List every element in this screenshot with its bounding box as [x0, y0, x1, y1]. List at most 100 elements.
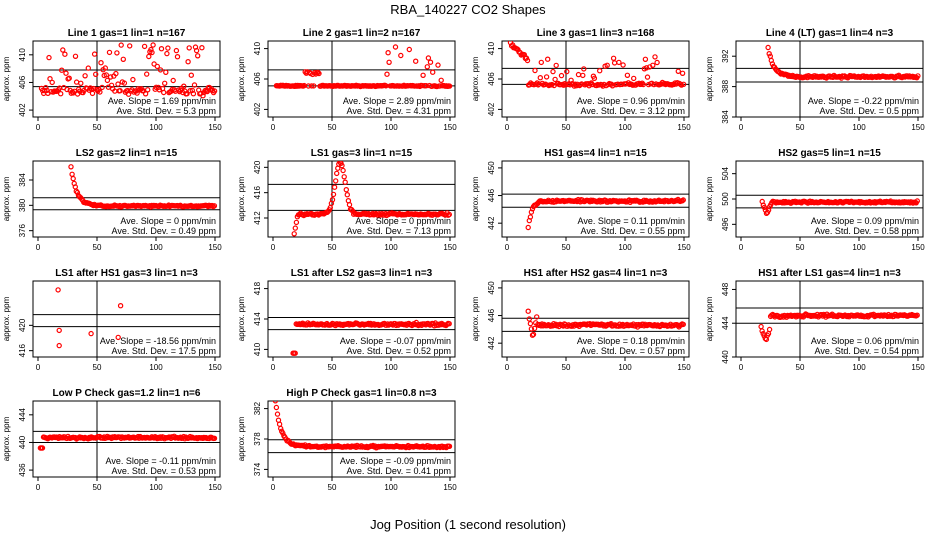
data-point [610, 55, 617, 62]
data-point [188, 72, 194, 78]
panel-10: LS1 after LS2 gas=3 lin=1 n=3 approx. ppm… [237, 268, 457, 372]
x-tick-label: 100 [384, 123, 398, 132]
y-tick-label: 410 [18, 48, 27, 62]
data-point [150, 42, 156, 48]
y-tick-label: 410 [253, 342, 262, 356]
slope-annotation: Ave. Slope = -18.56 ppm/min [100, 336, 216, 346]
data-point [70, 175, 76, 182]
slope-annotation: Ave. Slope = 1.69 ppm/min [108, 96, 216, 106]
slope-annotation: Ave. Slope = 0 ppm/min [120, 216, 216, 226]
data-point [100, 435, 106, 441]
panel-y-axis-label: approx. ppm [471, 296, 480, 341]
data-point [64, 86, 70, 93]
x-tick-label: 150 [443, 363, 457, 372]
stddev-annotation: Ave. Std. Dev. = 0.53 ppm [112, 466, 216, 476]
data-point [644, 74, 651, 80]
data-point [643, 65, 650, 71]
data-point [102, 65, 109, 71]
x-tick-label: 150 [443, 483, 457, 492]
panel-title: HS1 gas=4 lin=1 n=15 [544, 148, 647, 159]
data-point [316, 70, 322, 77]
x-tick-label: 150 [208, 483, 222, 492]
x-tick-label: 150 [208, 123, 222, 132]
y-tick-label: 402 [487, 102, 496, 116]
data-point [211, 203, 218, 209]
slope-annotation: Ave. Slope = 0.11 ppm/min [578, 216, 685, 226]
data-point [430, 69, 436, 75]
data-point [553, 62, 559, 69]
data-point [272, 401, 279, 404]
plot-frame [501, 160, 690, 238]
data-point [92, 71, 99, 78]
data-point [334, 170, 340, 177]
data-point [62, 51, 68, 57]
x-tick-label: 50 [93, 363, 102, 372]
x-tick-label: 50 [796, 123, 805, 132]
data-point [200, 92, 206, 99]
panel-13: Low P Check gas=1.2 lin=1 n=6 approx. ppm… [2, 388, 222, 492]
data-point [193, 47, 200, 54]
x-tick-label: 0 [271, 243, 276, 252]
data-point [552, 76, 558, 83]
x-tick-label: 50 [93, 243, 102, 252]
data-point [761, 204, 768, 211]
data-point [292, 350, 298, 356]
x-tick-label: 0 [36, 483, 41, 492]
panel-title: Low P Check gas=1.2 lin=1 n=6 [53, 388, 201, 399]
stddev-annotation: Ave. Std. Dev. = 0.49 ppm [112, 226, 216, 236]
slope-annotation: Ave. Slope = 0.18 ppm/min [577, 336, 685, 346]
x-tick-label: 50 [93, 483, 102, 492]
x-tick-label: 150 [911, 123, 925, 132]
data-point [531, 325, 538, 332]
data-point [278, 425, 284, 432]
data-point [173, 47, 180, 54]
x-tick-label: 0 [739, 243, 744, 252]
panel-3: Line 3 gas=1 lin=3 n=168 approx. ppm 0 50 10… [471, 28, 691, 132]
plot-frame [735, 280, 924, 358]
plot-frame [32, 280, 221, 358]
slope-annotation: Ave. Slope = 2.89 ppm/min [343, 96, 451, 106]
data-point [154, 63, 160, 70]
panel-5: LS2 gas=2 lin=1 n=15 approx. ppm 0 50 100 150… [2, 148, 222, 252]
data-point [104, 77, 111, 84]
y-tick-label: 446 [487, 308, 496, 322]
panel-title: Line 4 (LT) gas=1 lin=4 n=3 [766, 28, 894, 39]
data-point [446, 321, 452, 327]
data-point [164, 50, 170, 57]
x-tick-label: 50 [562, 363, 571, 372]
data-point [144, 87, 151, 93]
data-point [69, 171, 75, 177]
y-tick-label: 414 [253, 312, 262, 326]
panel-title: Line 3 gas=1 lin=3 n=168 [537, 28, 655, 39]
data-point [199, 45, 205, 51]
panel-7: HS1 gas=4 lin=1 n=15 approx. ppm 0 50 100 150… [471, 148, 691, 252]
x-tick-label: 100 [149, 363, 163, 372]
data-point [538, 59, 545, 66]
x-tick-label: 0 [271, 123, 276, 132]
x-tick-label: 100 [618, 123, 632, 132]
data-point [333, 178, 339, 184]
data-point [174, 54, 181, 60]
data-point [157, 67, 164, 73]
data-point [121, 80, 128, 86]
stddev-annotation: Ave. Std. Dev. = 17.5 ppm [112, 346, 216, 356]
x-tick-label: 0 [505, 123, 510, 132]
data-point [165, 45, 171, 51]
y-tick-label: 376 [18, 223, 27, 237]
data-point [280, 430, 286, 436]
data-point [597, 67, 603, 74]
slope-annotation: Ave. Slope = -0.11 ppm/min [106, 456, 216, 466]
figure-x-axis-label: Jog Position (1 second resolution) [370, 517, 566, 532]
x-tick-label: 50 [328, 363, 337, 372]
x-tick-label: 0 [739, 363, 744, 372]
data-point [56, 342, 62, 349]
data-point [339, 162, 345, 169]
data-point [438, 77, 444, 84]
data-point [273, 404, 280, 411]
data-point [58, 90, 64, 97]
panel-y-axis-label: approx. ppm [2, 296, 11, 341]
data-point [524, 57, 531, 64]
data-point [766, 326, 773, 333]
x-tick-label: 100 [149, 123, 163, 132]
stddev-annotation: Ave. Std. Dev. = 0.5 ppm [820, 106, 919, 116]
